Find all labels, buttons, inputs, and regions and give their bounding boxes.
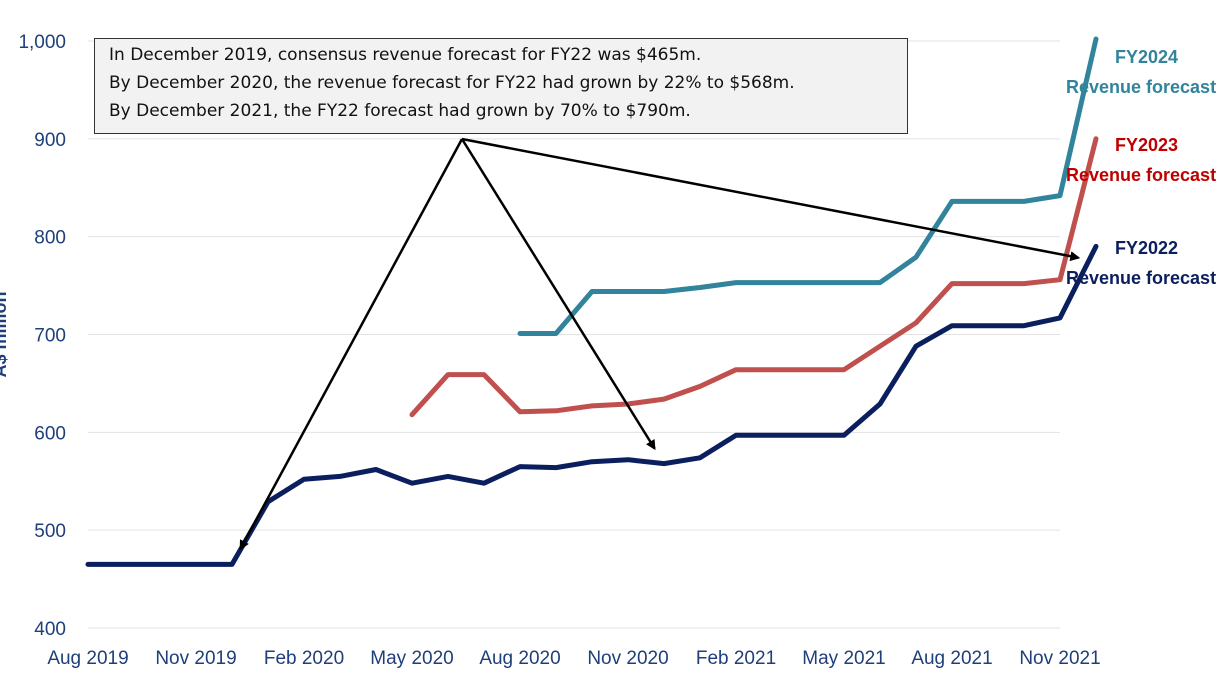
series-label-fy2023-year: FY2023 [1115,135,1179,155]
x-tick-label-7: May 2021 [802,648,885,669]
series-label-fy2022-year: FY2022 [1115,238,1179,258]
x-axis-ticks: Aug 2019 Nov 2019 Feb 2020 May 2020 Aug 2020… [47,648,1100,669]
y-tick-label-600: 600 [34,423,66,444]
x-tick-label-6: Feb 2021 [696,648,776,669]
series-label-fy2023: FY2023 Revenue forecast [1066,130,1216,190]
series-label-fy2022-desc: Revenue forecast [1066,268,1217,288]
series-label-fy2023-desc: Revenue forecast [1066,165,1217,185]
x-tick-label-4: Aug 2020 [479,648,560,669]
y-tick-label-800: 800 [34,228,66,249]
y-axis-title: A$ million [0,291,10,377]
annotation-arrow-0 [239,138,464,551]
x-tick-label-1: Nov 2019 [155,648,236,669]
annotation-arrow-2 [461,137,1081,262]
series-label-fy2024-year: FY2024 [1115,47,1179,67]
annotation-box: In December 2019, consensus revenue fore… [94,38,908,134]
series-label-fy2024: FY2024 Revenue forecast [1066,42,1216,102]
y-tick-label-900: 900 [34,130,66,151]
y-axis-ticks: 400 500 600 700 800 900 1,000 [18,32,66,640]
annotation-arrow-1 [460,138,656,451]
annotation-arrows [239,137,1081,551]
x-tick-label-8: Aug 2021 [911,648,992,669]
y-tick-label-400: 400 [34,619,66,640]
x-tick-label-3: May 2020 [370,648,453,669]
x-tick-label-9: Nov 2021 [1019,648,1100,669]
annotation-line-3: By December 2021, the FY22 forecast had … [109,101,691,121]
y-tick-label-1000: 1,000 [18,32,66,53]
x-tick-label-2: Feb 2020 [264,648,344,669]
annotation-line-1: In December 2019, consensus revenue fore… [109,45,702,65]
y-tick-label-500: 500 [34,521,66,542]
x-tick-label-5: Nov 2020 [587,648,668,669]
series-label-fy2022: FY2022 Revenue forecast [1066,233,1216,293]
series-line-1 [409,136,1099,418]
series-line-2 [517,36,1099,336]
x-tick-label-0: Aug 2019 [47,648,128,669]
series-label-fy2024-desc: Revenue forecast [1066,77,1217,97]
y-tick-label-700: 700 [34,326,66,347]
annotation-line-2: By December 2020, the revenue forecast f… [109,73,795,93]
